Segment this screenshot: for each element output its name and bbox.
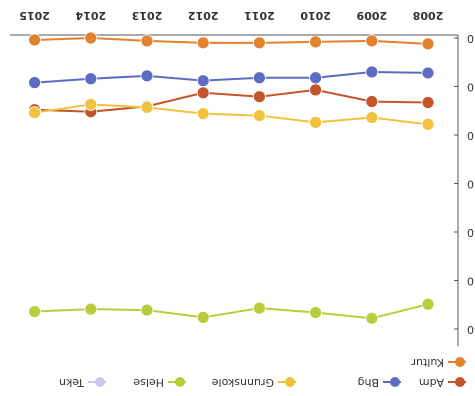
point [140, 303, 154, 317]
legend-label: Tekn [59, 376, 85, 389]
x-tick-label: 2011 [244, 9, 275, 22]
legend-marker [285, 377, 295, 387]
y-tick-label: 10 [467, 81, 475, 94]
point [309, 71, 323, 85]
point [196, 74, 210, 88]
point [140, 34, 154, 48]
point [84, 72, 98, 86]
series-line [34, 103, 429, 126]
legend-label: Grunnskole [212, 376, 274, 389]
point [309, 35, 323, 49]
legend-marker [95, 377, 105, 387]
series-line [34, 36, 429, 45]
point [252, 36, 266, 50]
x-tick-label: 2010 [300, 9, 331, 22]
point [196, 36, 210, 50]
y-tick-label: 30 [467, 178, 475, 191]
legend-marker [175, 377, 185, 387]
point [28, 305, 42, 318]
point [365, 95, 379, 108]
point [196, 86, 210, 100]
point [84, 302, 98, 316]
point [28, 106, 42, 120]
point [309, 83, 323, 97]
point [365, 111, 379, 124]
x-tick-label: 2009 [356, 9, 387, 22]
point [28, 76, 42, 90]
point [421, 66, 435, 80]
point [140, 100, 154, 114]
legend-marker [455, 377, 465, 387]
x-tick-label: 2012 [188, 9, 219, 22]
point [252, 71, 266, 85]
point [196, 107, 210, 121]
point [309, 115, 323, 129]
x-tick-label: 2013 [132, 9, 163, 22]
series-line [34, 303, 429, 320]
x-tick-label: 2008 [413, 9, 444, 22]
point [84, 31, 98, 45]
series-line [34, 70, 429, 84]
legend-label: Bhg [357, 376, 379, 389]
point [84, 98, 98, 111]
point [309, 306, 323, 319]
legend-label: Adm [419, 376, 444, 389]
point [365, 34, 379, 48]
y-tick-label: 0 [467, 32, 474, 45]
point [196, 310, 210, 324]
point [421, 117, 435, 131]
y-tick-label: 50 [467, 275, 475, 288]
legend-marker [455, 357, 465, 367]
point [365, 311, 379, 325]
legend-label: Helse [133, 376, 164, 389]
point [140, 69, 154, 83]
point [252, 90, 266, 104]
point [421, 297, 435, 311]
point [28, 33, 42, 47]
point [421, 37, 435, 51]
y-tick-label: 40 [467, 226, 475, 239]
series-line [34, 88, 429, 113]
point [365, 65, 379, 79]
legend-label: Kultur [411, 356, 444, 369]
x-tick-label: 2014 [75, 9, 106, 22]
y-tick-label: 60 [467, 323, 475, 336]
x-tick-label: 2015 [19, 9, 50, 22]
point [252, 301, 266, 315]
point [421, 96, 435, 109]
y-tick-label: 20 [467, 129, 475, 142]
legend-marker [390, 377, 400, 387]
point [252, 109, 266, 123]
